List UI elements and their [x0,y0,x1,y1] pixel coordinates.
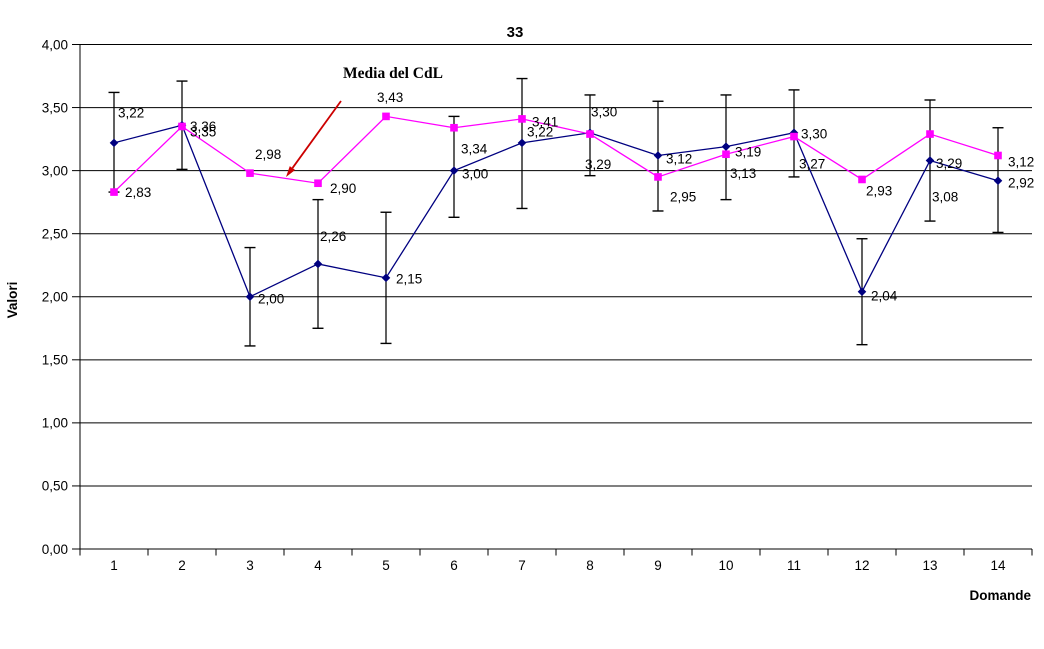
marker-diamond-navy-diamond [517,138,527,148]
x-tick-label: 6 [450,558,458,573]
data-label-magenta-square: 3,41 [532,115,558,130]
y-axis-title: Valori [5,282,20,319]
marker-diamond-navy-diamond [313,259,323,269]
marker-diamond-navy-diamond [109,138,119,148]
data-label-magenta-square: 3,27 [799,156,825,171]
data-label-magenta-square: 3,43 [377,90,403,105]
y-tick-label: 3,50 [42,100,68,115]
x-tick-label: 8 [586,558,594,573]
data-label-navy-diamond: 3,36 [190,119,216,134]
data-label-magenta-square: 3,13 [730,166,756,181]
data-label-magenta-square: 3,29 [585,157,611,172]
annotation-arrow-head [286,166,296,177]
data-label-navy-diamond: 3,22 [118,106,144,121]
annotation-arrow-line [291,100,342,169]
y-tick-label: 1,00 [42,416,68,431]
marker-diamond-navy-diamond [245,292,255,302]
x-tick-label: 9 [654,558,662,573]
data-label-magenta-square: 2,93 [866,183,892,198]
x-tick-label: 12 [854,558,869,573]
x-tick-label: 11 [787,558,801,573]
marker-square-magenta-square [926,130,934,138]
x-tick-label: 2 [178,558,186,573]
y-tick-label: 0,00 [42,542,68,557]
marker-square-magenta-square [518,115,526,123]
data-label-navy-diamond: 2,92 [1008,176,1034,191]
x-tick-label: 1 [110,558,118,573]
data-label-navy-diamond: 2,04 [871,289,898,304]
marker-square-magenta-square [110,188,118,196]
marker-diamond-navy-diamond [449,166,459,175]
marker-square-magenta-square [858,175,866,184]
y-tick-label: 0,50 [42,479,68,494]
x-tick-label: 13 [922,558,937,573]
chart-generated-layer: 0,000,501,001,502,002,503,003,504,001 2 3 4… [42,37,1035,573]
data-label-navy-diamond: 2,26 [320,229,346,244]
data-label-magenta-square: 3,29 [936,156,962,171]
x-axis-title: Domande [969,588,1031,603]
x-tick-label: 14 [990,558,1006,573]
marker-diamond-navy-diamond [381,273,391,283]
data-label-magenta-square: 3,12 [1008,154,1034,169]
chart-title: 33 [507,24,524,41]
x-tick-label: 10 [718,558,733,573]
data-label-magenta-square: 3,35 [190,124,216,139]
series-line-navy-diamond [113,124,999,298]
data-label-navy-diamond: 2,15 [396,272,422,287]
data-label-navy-diamond: 3,30 [801,127,827,142]
marker-square-magenta-square [790,132,798,141]
data-label-navy-diamond: 3,19 [735,144,761,159]
series-line-magenta-square [113,115,999,193]
y-tick-label: 2,50 [42,226,68,241]
data-label-magenta-square: 2,98 [255,147,281,162]
x-tick-label: 3 [246,558,254,573]
data-label-magenta-square: 2,83 [125,185,151,200]
marker-diamond-navy-diamond [993,176,1003,186]
data-label-magenta-square: 3,34 [461,142,488,157]
y-tick-label: 3,00 [42,163,68,178]
y-tick-label: 2,00 [42,290,68,305]
marker-square-magenta-square [994,151,1002,160]
data-label-navy-diamond: 3,00 [462,166,488,181]
x-tick-label: 7 [518,558,526,573]
x-tick-label: 5 [382,558,390,573]
marker-square-magenta-square [450,123,458,132]
data-label-magenta-square: 2,90 [330,181,356,196]
annotation-media-del-cdl-label: Media del CdL [343,65,443,82]
marker-diamond-navy-diamond [721,142,731,151]
marker-square-magenta-square [246,169,254,177]
y-tick-label: 4,00 [42,37,68,52]
data-label-navy-diamond: 3,12 [666,151,692,166]
marker-square-magenta-square [654,173,662,181]
marker-square-magenta-square [314,179,322,188]
marker-diamond-navy-diamond [653,151,663,160]
data-label-navy-diamond: 3,30 [591,105,617,120]
data-label-navy-diamond: 3,22 [527,125,553,140]
marker-square-magenta-square [586,130,594,138]
x-tick-label: 4 [314,558,322,573]
marker-square-magenta-square [178,122,186,131]
data-label-navy-diamond: 3,08 [932,189,958,204]
data-label-navy-diamond: 2,00 [258,292,284,307]
marker-diamond-navy-diamond [857,287,867,297]
marker-square-magenta-square [382,112,390,121]
marker-square-magenta-square [722,150,730,159]
marker-diamond-navy-diamond [925,156,935,165]
data-label-magenta-square: 2,95 [670,190,696,205]
y-tick-label: 1,50 [42,353,68,368]
